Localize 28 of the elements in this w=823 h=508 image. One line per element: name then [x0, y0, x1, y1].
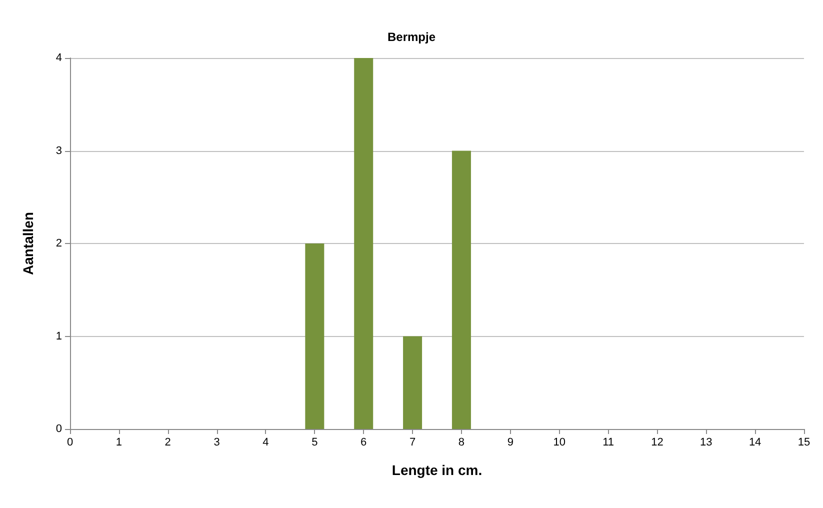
x-tick-label: 6: [360, 436, 367, 448]
bar: [403, 336, 422, 429]
x-tick-label: 13: [700, 436, 712, 448]
x-tick-label: 5: [312, 436, 318, 448]
y-axis-title: Aantallen: [20, 212, 36, 276]
x-tick-label: 3: [214, 436, 220, 448]
x-tick-label: 15: [798, 436, 810, 448]
x-tick-label: 2: [164, 436, 171, 448]
x-tick-label: 7: [409, 436, 416, 448]
x-tick-label: 1: [116, 436, 122, 448]
y-tick-label: 0: [56, 423, 62, 435]
x-tick-label: 8: [458, 436, 465, 448]
y-tick-label: 2: [56, 238, 62, 250]
x-axis-title: Lengte in cm.: [392, 462, 482, 478]
y-tick-label: 4: [56, 52, 62, 64]
bar: [354, 58, 374, 429]
x-tick-label: 0: [66, 436, 74, 448]
bar: [305, 244, 324, 429]
x-tick-label: 10: [553, 436, 566, 448]
x-tick-label: 9: [507, 436, 514, 448]
x-tick-label: 4: [262, 436, 269, 448]
x-tick-label: 12: [651, 436, 664, 448]
y-tick-label: 1: [56, 330, 62, 342]
y-tick-label: 3: [56, 144, 62, 157]
chart-title: Bermpje: [387, 30, 436, 44]
x-tick-label: 14: [748, 436, 762, 448]
x-tick-label: 11: [602, 436, 614, 448]
bar: [452, 150, 471, 429]
